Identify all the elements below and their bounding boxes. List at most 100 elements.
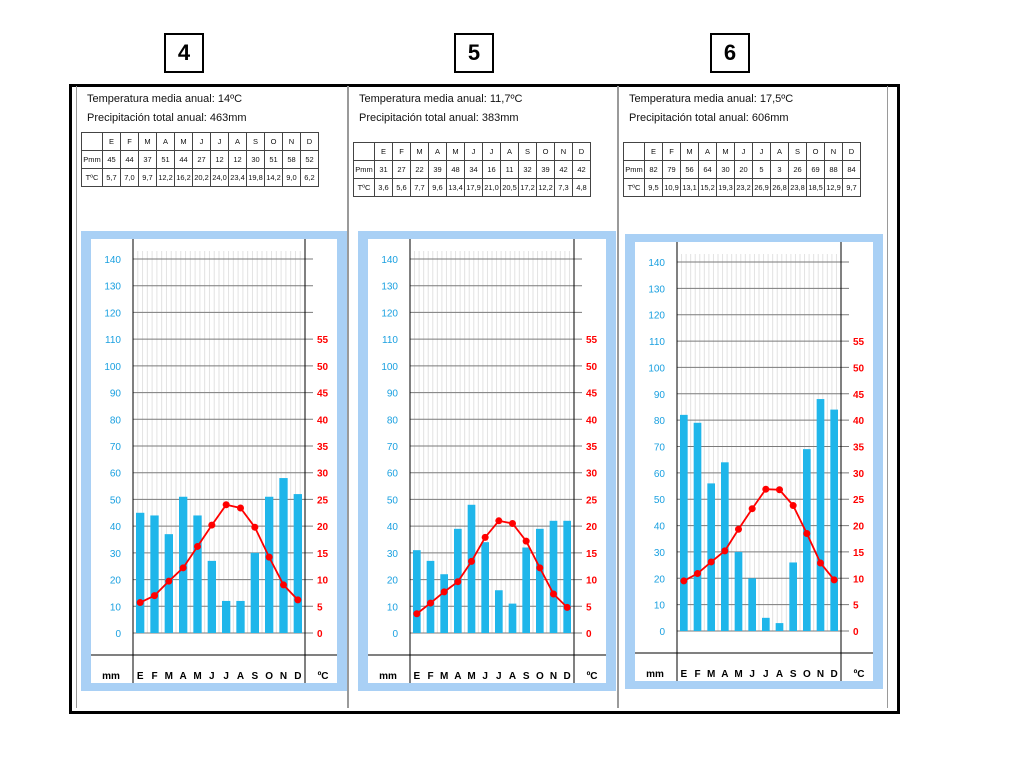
table-corner [81, 132, 103, 151]
climate-data-table: E F M A M J J A S O N D Pmm 45 44 37 51 44 27 12 12 30 51 58 52 T… [81, 132, 319, 187]
table-cell: 26,8 [770, 178, 789, 197]
month-label: S [251, 671, 258, 682]
table-cell: 37 [138, 150, 157, 169]
row-label: TºC [353, 178, 375, 197]
month-header-cell: F [120, 132, 139, 151]
precipitation-bar [775, 623, 784, 631]
precipitation-bar [762, 617, 770, 631]
climograph-panel-5: Temperatura media anual: 11,7ºC Precipit… [348, 86, 618, 708]
table-cell: 42 [554, 160, 573, 179]
left-axis-tick-label: 100 [381, 362, 398, 373]
month-header-cell: J [734, 142, 753, 161]
mean-temperature-text: Temperatura media anual: 14ºC [87, 93, 243, 105]
table-cell: 20,2 [192, 168, 211, 187]
temperature-point [136, 599, 144, 607]
table-cell: 24,0 [210, 168, 229, 187]
left-axis-tick-label: 90 [110, 389, 122, 400]
right-axis-tick-label: 15 [853, 548, 865, 559]
table-cell: 9,0 [282, 168, 301, 187]
month-label: N [550, 671, 557, 682]
temperature-point [830, 576, 838, 584]
table-cell: 48 [446, 160, 465, 179]
table-cell: 84 [842, 160, 861, 179]
left-axis-tick-label: 10 [387, 602, 399, 613]
precipitation-bar [693, 422, 702, 631]
month-header-cell: A [156, 132, 175, 151]
right-axis-tick-label: 20 [586, 522, 598, 533]
month-header-cell: N [824, 142, 843, 161]
table-cell: 9,7 [842, 178, 861, 197]
table-cell: 30 [716, 160, 735, 179]
climate-data-table: E F M A M J J A S O N D Pmm 82 79 56 64 30 20 5 3 26 69 88 84 TºC… [623, 142, 861, 197]
month-header-cell: A [428, 142, 447, 161]
precipitation-bar [222, 600, 231, 633]
month-label: N [817, 669, 824, 680]
left-axis-tick-label: 30 [387, 549, 399, 560]
temperature-point [721, 547, 729, 555]
precipitation-row: Pmm 82 79 56 64 30 20 5 3 26 69 88 84 [623, 160, 861, 179]
table-cell: 5,7 [102, 168, 121, 187]
temperature-point [509, 519, 516, 527]
temperature-point [735, 525, 742, 533]
table-cell: 14,2 [264, 168, 283, 187]
month-label: J [763, 669, 769, 680]
left-axis-tick-label: 110 [382, 335, 398, 346]
left-axis-tick-label: 20 [387, 576, 399, 587]
left-axis-tick-label: 50 [110, 495, 122, 506]
table-cell: 21,0 [482, 178, 501, 197]
left-axis-tick-label: 40 [387, 522, 399, 533]
right-axis-tick-label: 40 [586, 415, 598, 426]
month-label: F [694, 669, 700, 680]
temperature-point [817, 559, 824, 567]
mean-temperature-text: Temperatura media anual: 17,5ºC [629, 93, 794, 105]
table-cell: 12,2 [156, 168, 175, 187]
table-cell: 22 [410, 160, 429, 179]
temperature-point [468, 557, 475, 565]
left-axis-tick-label: 130 [381, 282, 398, 293]
table-cell: 79 [662, 160, 681, 179]
precipitation-bar [481, 542, 489, 633]
temperature-point [680, 577, 688, 585]
right-axis-tick-label: 0 [586, 629, 592, 640]
climograph-chart: 0 10 20 30 40 50 60 70 80 90 100 110 120 130 140 0 5 10 15… [358, 231, 616, 691]
left-axis-tick-label: 100 [104, 362, 121, 373]
temperature-point [194, 542, 201, 550]
month-label: E [137, 671, 144, 682]
temperature-row: TºC 3,6 5,6 7,7 9,6 13,4 17,9 21,0 20,5 17,2 12,2 7… [353, 178, 591, 197]
table-cell: 10,9 [662, 178, 681, 197]
row-label: TºC [81, 168, 103, 187]
climograph-chart: 0 10 20 30 40 50 60 70 80 90 100 110 120 130 140 0 5 10 15… [625, 234, 883, 689]
precipitation-bar [536, 528, 544, 633]
table-cell: 3 [770, 160, 789, 179]
left-axis-tick-label: 40 [110, 522, 122, 533]
table-cell: 26,9 [752, 178, 771, 197]
month-header-cell: M [410, 142, 429, 161]
table-cell: 11 [500, 160, 519, 179]
table-cell: 9,5 [644, 178, 663, 197]
month-label: M [707, 669, 715, 680]
month-label: O [803, 669, 811, 680]
month-header-cell: S [788, 142, 807, 161]
table-cell: 7,7 [410, 178, 429, 197]
table-cell: 23,2 [734, 178, 753, 197]
month-label: A [721, 669, 728, 680]
left-axis-tick-label: 140 [648, 258, 665, 269]
table-cell: 31 [374, 160, 393, 179]
table-cell: 44 [174, 150, 193, 169]
table-corner [623, 142, 645, 161]
month-header-cell: D [572, 142, 591, 161]
precipitation-bar [508, 603, 517, 633]
left-axis-tick-label: 80 [654, 416, 666, 427]
precipitation-bar [522, 547, 530, 633]
table-cell: 44 [120, 150, 139, 169]
table-cell: 19,3 [716, 178, 735, 197]
month-header-cell: A [698, 142, 717, 161]
month-header-cell: M [446, 142, 465, 161]
table-cell: 58 [282, 150, 301, 169]
temperature-point [789, 502, 797, 510]
month-label: J [482, 671, 488, 682]
table-cell: 34 [464, 160, 483, 179]
month-label: M [193, 671, 201, 682]
right-axis-tick-label: 50 [853, 363, 865, 374]
temperature-point [151, 592, 158, 600]
